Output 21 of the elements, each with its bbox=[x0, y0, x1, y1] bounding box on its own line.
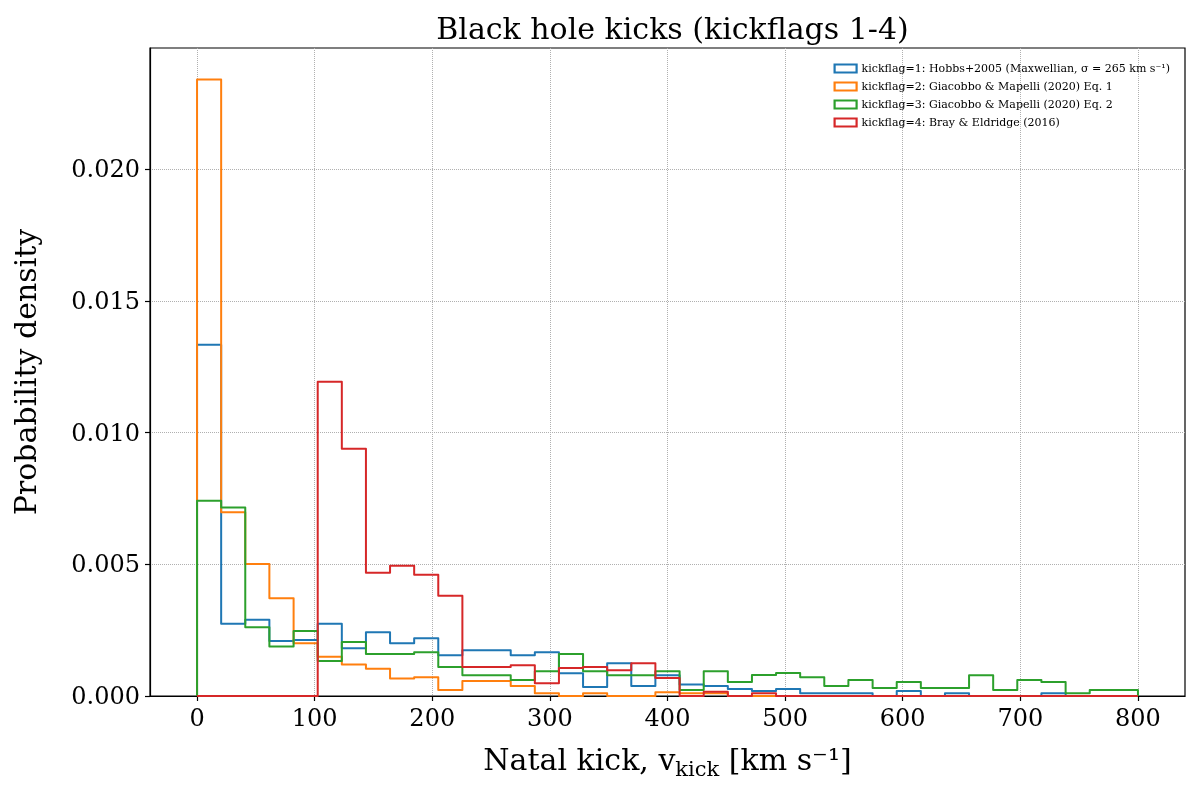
legend-label: kickflag=4: Bray & Eldridge (2016) bbox=[861, 116, 1060, 129]
legend-label: kickflag=3: Giacobbo & Mapelli (2020) Eq. 2 bbox=[861, 98, 1113, 111]
x-tick-label: 0 bbox=[189, 704, 205, 732]
y-tick-label: 0.020 bbox=[71, 155, 140, 184]
legend-label: kickflag=1: Hobbs+2005 (Maxwellian, σ = 265 km s⁻¹) bbox=[861, 62, 1170, 75]
x-tick-label: 700 bbox=[997, 704, 1044, 732]
legend-label: kickflag=2: Giacobbo & Mapelli (2020) Eq. 1 bbox=[861, 80, 1113, 93]
y-axis-title: Probability density bbox=[7, 228, 43, 516]
y-tick-label: 0.000 bbox=[71, 682, 140, 710]
x-tick-label: 600 bbox=[879, 704, 926, 732]
x-tick-label: 100 bbox=[291, 704, 338, 732]
x-tick-label: 400 bbox=[644, 704, 691, 732]
y-tick-label: 0.005 bbox=[71, 550, 140, 579]
x-tick-label: 300 bbox=[526, 704, 573, 732]
x-tick-label: 800 bbox=[1115, 704, 1161, 732]
x-axis-title: Natal kick, v$_{kick}$ [km s⁻¹] bbox=[482, 742, 853, 781]
chart-title: Black hole kicks (kickflags 1-4) bbox=[436, 10, 909, 46]
x-tick-label: 500 bbox=[762, 704, 809, 732]
y-tick-label: 0.010 bbox=[71, 418, 140, 447]
y-tick-label: 0.015 bbox=[71, 286, 140, 315]
x-tick-label: 200 bbox=[409, 704, 456, 732]
